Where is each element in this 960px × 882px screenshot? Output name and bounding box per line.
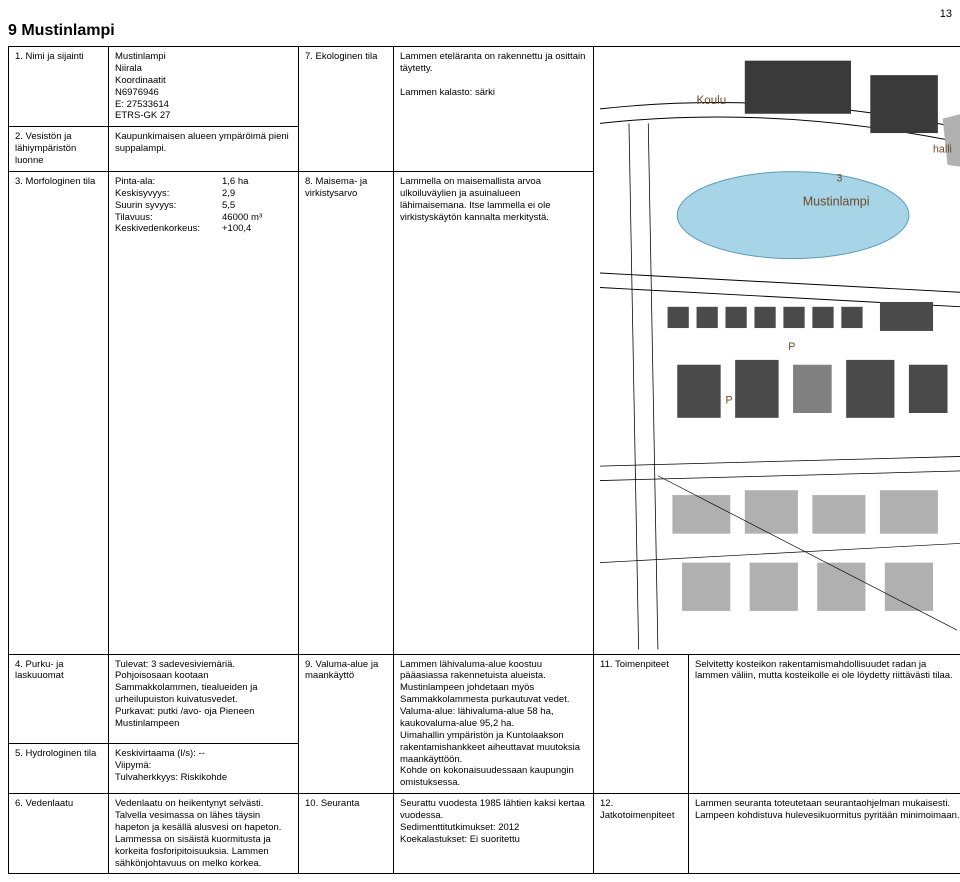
map-label-p2: P	[725, 394, 732, 406]
content-9: Lammen lähivaluma-alue koostuu pääasiass…	[394, 654, 594, 794]
label-4: 4. Purku- ja laskuuomat	[9, 654, 109, 744]
content-5: Keskivirtaama (l/s): -- Viipymä: Tulvahe…	[109, 744, 299, 794]
content-4: Tulevat: 3 sadevesiviemäriä. Pohjoisosaa…	[109, 654, 299, 744]
map-label-halli: halli	[933, 143, 952, 155]
kv-row: Keskivedenkorkeus:+100,4	[115, 223, 292, 235]
label-7: 7. Ekologinen tila	[299, 47, 394, 172]
kv-value: 1,6 ha	[222, 176, 292, 188]
map-label-koulu: Koulu	[697, 95, 727, 107]
content-10: Seurattu vuodesta 1985 lähtien kaksi ker…	[394, 794, 594, 874]
kv-key: Pinta-ala:	[115, 176, 222, 188]
label-11: 11. Toimenpiteet	[594, 654, 689, 794]
kv-row: Suurin syvyys:5,5	[115, 200, 292, 212]
kv-value: 5,5	[222, 200, 292, 212]
content-1: Mustinlampi Niirala Koordinaatit N697694…	[109, 47, 299, 127]
map-label-p1: P	[788, 341, 795, 353]
kv-row: Tilavuus:46000 m³	[115, 212, 292, 224]
page-number: 13	[8, 8, 952, 20]
kv-value: 46000 m³	[222, 212, 292, 224]
map-cell: Koulu halli 3 Mustinlampi P P	[594, 47, 960, 655]
kv-key: Keskivedenkorkeus:	[115, 223, 222, 235]
page-title: 9 Mustinlampi	[8, 22, 952, 40]
label-10: 10. Seuranta	[299, 794, 394, 874]
map-label-name: Mustinlampi	[803, 194, 870, 208]
label-3: 3. Morfologinen tila	[9, 171, 109, 654]
map-label-3: 3	[837, 172, 843, 184]
kv-row: Keskisyvyys:2,9	[115, 188, 292, 200]
kv-key: Keskisyvyys:	[115, 188, 222, 200]
content-6: Vedenlaatu on heikentynyt selvästi. Talv…	[109, 794, 299, 874]
data-table: 1. Nimi ja sijainti Mustinlampi Niirala …	[8, 46, 960, 874]
label-5: 5. Hydrologinen tila	[9, 744, 109, 794]
content-3: Pinta-ala:1,6 haKeskisyvyys:2,9Suurin sy…	[109, 171, 299, 654]
kv-row: Pinta-ala:1,6 ha	[115, 176, 292, 188]
label-8: 8. Maisema- ja virkistysarvo	[299, 171, 394, 654]
kv-key: Suurin syvyys:	[115, 200, 222, 212]
content-7: Lammen eteläranta on rakennettu ja ositt…	[394, 47, 594, 172]
map-svg: Koulu halli 3 Mustinlampi P P	[600, 51, 960, 650]
content-11: Selvitetty kosteikon rakentamismahdollis…	[689, 654, 960, 794]
label-9: 9. Valuma-alue ja maankäyttö	[299, 654, 394, 794]
label-1: 1. Nimi ja sijainti	[9, 47, 109, 127]
kv-value: +100,4	[222, 223, 292, 235]
label-2: 2. Vesistön ja lähiympäristön luonne	[9, 127, 109, 172]
label-6: 6. Vedenlaatu	[9, 794, 109, 874]
kv-value: 2,9	[222, 188, 292, 200]
label-12: 12. Jatkotoimenpiteet	[594, 794, 689, 874]
content-2: Kaupunkimaisen alueen ympäröimä pieni su…	[109, 127, 299, 172]
content-12: Lammen seuranta toteutetaan seurantaohje…	[689, 794, 960, 874]
kv-key: Tilavuus:	[115, 212, 222, 224]
content-8: Lammella on maisemallista arvoa ulkoiluv…	[394, 171, 594, 654]
